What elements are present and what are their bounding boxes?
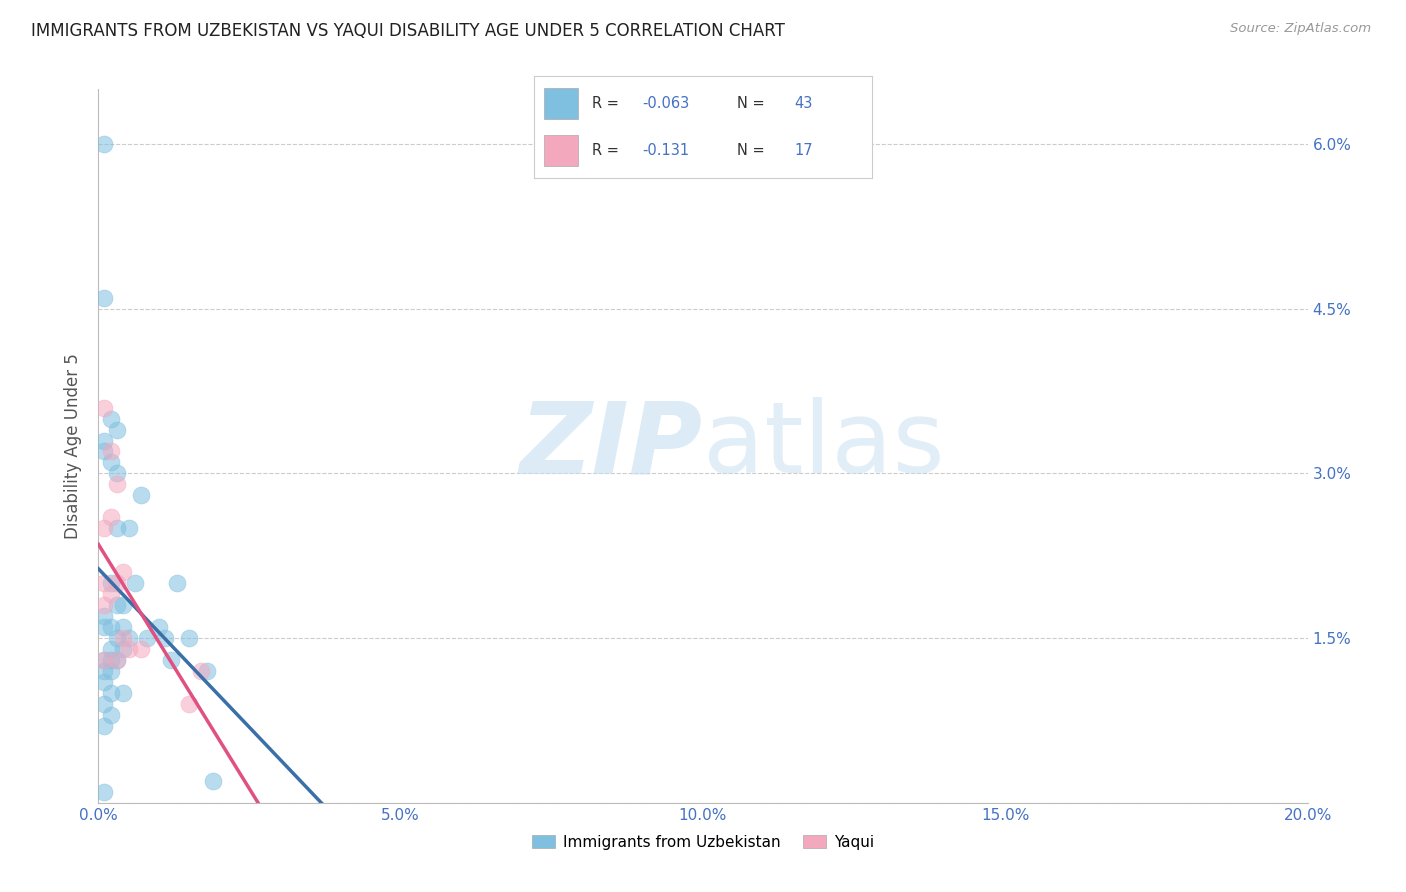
Point — [100, 455, 122, 469]
Point — [93, 653, 115, 667]
Legend: Immigrants from Uzbekistan, Yaqui: Immigrants from Uzbekistan, Yaqui — [526, 829, 880, 855]
Point — [129, 488, 152, 502]
Point — [105, 467, 128, 481]
Point — [202, 773, 225, 788]
Point — [93, 664, 115, 678]
Text: R =: R = — [592, 144, 627, 158]
Point — [105, 423, 128, 437]
Point — [93, 719, 115, 733]
Point — [111, 631, 134, 645]
Point — [100, 444, 122, 458]
Point — [93, 785, 115, 799]
Text: ZIP: ZIP — [520, 398, 703, 494]
Text: IMMIGRANTS FROM UZBEKISTAN VS YAQUI DISABILITY AGE UNDER 5 CORRELATION CHART: IMMIGRANTS FROM UZBEKISTAN VS YAQUI DISA… — [31, 22, 785, 40]
Point — [100, 708, 122, 723]
Point — [100, 510, 122, 524]
Point — [160, 653, 183, 667]
Point — [93, 434, 115, 448]
Point — [93, 521, 115, 535]
Point — [93, 653, 115, 667]
Text: 43: 43 — [794, 96, 813, 111]
Point — [111, 566, 134, 580]
Point — [105, 653, 128, 667]
Point — [195, 664, 218, 678]
Point — [105, 653, 128, 667]
Point — [100, 686, 122, 700]
Text: atlas: atlas — [703, 398, 945, 494]
Point — [135, 631, 157, 645]
Point — [105, 631, 128, 645]
Text: -0.063: -0.063 — [643, 96, 689, 111]
Point — [166, 576, 188, 591]
Point — [124, 576, 146, 591]
Point — [111, 598, 134, 612]
Bar — [544, 88, 578, 119]
Text: N =: N = — [737, 144, 769, 158]
Point — [100, 664, 122, 678]
Point — [118, 631, 141, 645]
Text: 17: 17 — [794, 144, 813, 158]
Point — [111, 642, 134, 657]
Bar — [544, 136, 578, 166]
Point — [100, 620, 122, 634]
Point — [93, 576, 115, 591]
Point — [111, 620, 134, 634]
Point — [105, 521, 128, 535]
Point — [153, 631, 176, 645]
Point — [129, 642, 152, 657]
Point — [179, 631, 201, 645]
Point — [105, 576, 128, 591]
Point — [190, 664, 212, 678]
Point — [100, 653, 122, 667]
Point — [93, 598, 115, 612]
Text: -0.131: -0.131 — [643, 144, 689, 158]
Point — [100, 576, 122, 591]
Point — [111, 686, 134, 700]
Point — [118, 521, 141, 535]
Point — [93, 401, 115, 415]
Point — [100, 642, 122, 657]
Point — [93, 444, 115, 458]
Point — [100, 411, 122, 425]
Point — [93, 291, 115, 305]
Point — [93, 620, 115, 634]
Point — [100, 587, 122, 601]
Point — [93, 137, 115, 152]
Text: R =: R = — [592, 96, 623, 111]
Point — [93, 675, 115, 690]
Text: N =: N = — [737, 96, 769, 111]
Point — [93, 697, 115, 711]
Point — [148, 620, 170, 634]
Text: Source: ZipAtlas.com: Source: ZipAtlas.com — [1230, 22, 1371, 36]
Point — [105, 477, 128, 491]
Point — [93, 609, 115, 624]
Point — [179, 697, 201, 711]
Y-axis label: Disability Age Under 5: Disability Age Under 5 — [65, 353, 83, 539]
Point — [105, 598, 128, 612]
Point — [118, 642, 141, 657]
